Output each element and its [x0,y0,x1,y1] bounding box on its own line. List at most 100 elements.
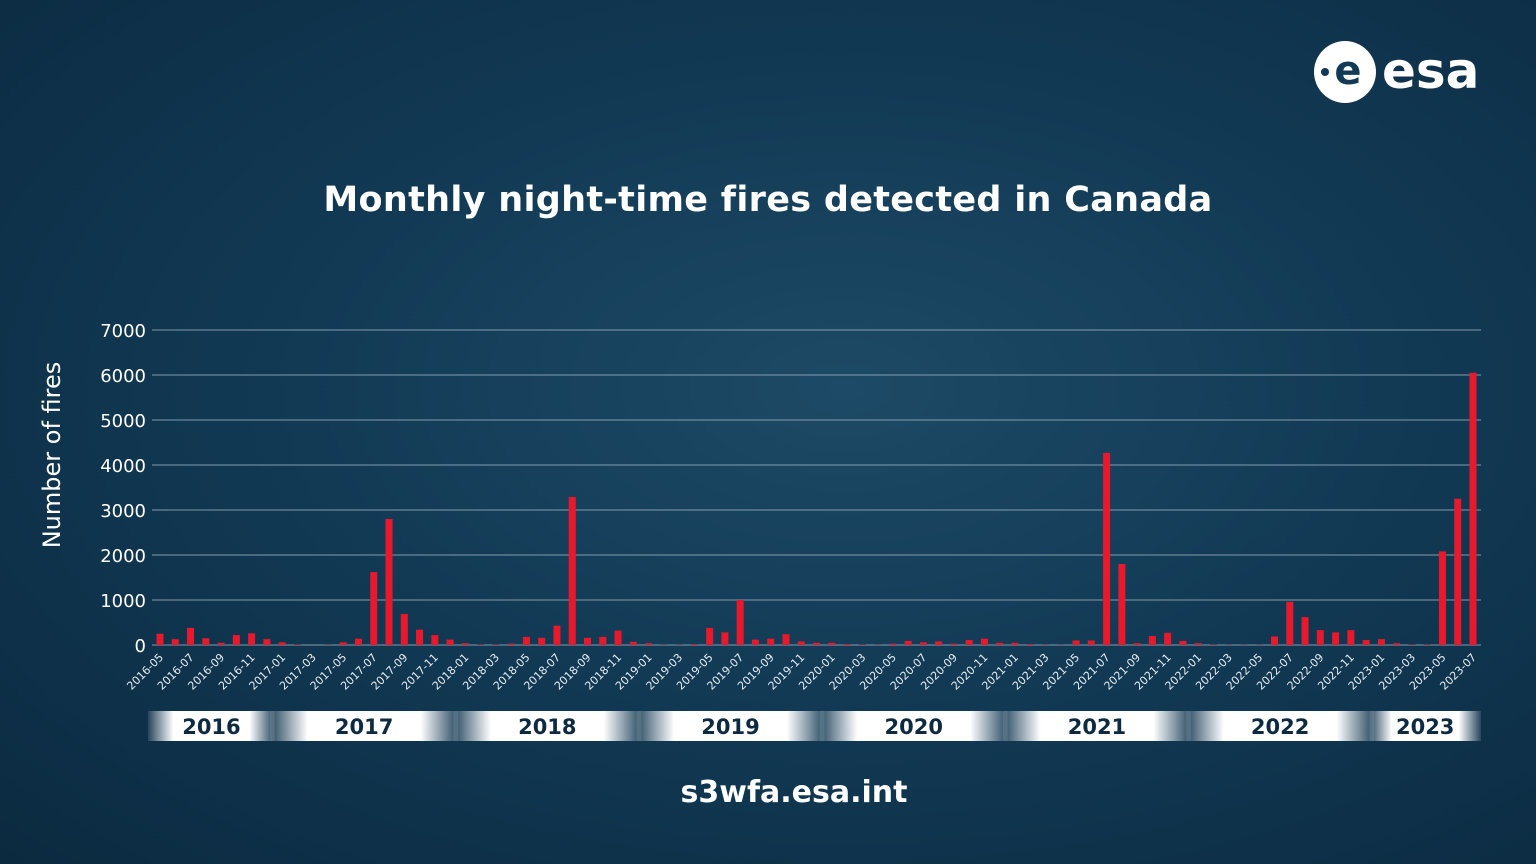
bar-2020-10 [965,640,973,645]
bar-2017-11 [431,635,439,645]
bar-2017-07 [370,572,378,645]
bar-2022-11 [1347,630,1355,645]
bar-2016-10 [232,635,240,645]
y-tick-label: 0 [135,636,146,657]
bar-2018-01 [461,643,469,645]
bar-2017-12 [446,639,454,645]
bar-2021-09 [1133,643,1141,645]
year-label: 2018 [518,715,576,739]
bar-2023-01 [1377,639,1385,645]
bar-2023-06 [1454,498,1462,645]
chart-title: Monthly night-time fires detected in Can… [323,180,1213,220]
bar-2016-11 [248,633,256,645]
year-band-2019 [636,711,825,741]
y-tick-label: 4000 [100,456,146,477]
bar-2022-01 [1194,643,1202,645]
bar-2016-09 [217,642,225,645]
bar-2018-10 [599,636,607,645]
bar-2022-07 [1286,601,1294,645]
year-label: 2022 [1251,715,1309,739]
bar-2016-12 [263,639,271,645]
y-tick-label: 3000 [100,501,146,522]
bar-2023-05 [1438,551,1446,645]
bar-2021-07 [1103,452,1111,645]
year-label: 2017 [335,715,393,739]
bar-2019-08 [751,639,759,645]
year-label: 2019 [701,715,759,739]
bar-2018-07 [553,625,561,645]
bar-2019-09 [767,638,775,645]
bar-2022-06 [1271,636,1279,645]
y-tick-label: 1000 [100,591,146,612]
bar-2019-06 [721,632,729,645]
bar-2020-07 [919,642,927,645]
bar-2021-06 [1087,640,1095,645]
bar-2019-10 [782,634,790,645]
bar-2017-08 [385,519,393,645]
bar-2020-01 [828,642,836,645]
bar-2018-04 [507,643,515,645]
bar-2018-11 [614,630,622,645]
bar-2016-08 [202,638,210,645]
website-url: s3wfa.esa.int [680,775,908,810]
year-label: 2023 [1396,715,1454,739]
bar-2022-10 [1332,632,1340,645]
esa-logo: e esa [1312,40,1492,110]
bar-2020-02 [843,644,851,645]
year-band-2018 [453,711,642,741]
bar-2022-12 [1362,640,1370,645]
bar-2016-06 [171,639,179,645]
bar-2021-11 [1164,632,1172,645]
bar-2016-05 [156,633,164,645]
bar-2019-07 [736,600,744,645]
bar-2021-05 [1072,640,1080,645]
bar-2019-12 [813,642,820,645]
y-tick-label: 5000 [100,411,146,432]
bar-2016-07 [187,627,195,645]
bar-2017-01 [278,642,286,645]
bar-2020-05 [889,643,897,645]
bar-2021-12 [1179,640,1187,645]
year-band-2020 [819,711,1008,741]
year-label: 2021 [1068,715,1126,739]
svg-text:esa: esa [1382,42,1479,100]
y-tick-label: 6000 [100,366,146,387]
bar-2022-09 [1316,630,1324,645]
bar-2021-10 [1148,636,1156,645]
y-tick-label: 2000 [100,546,146,567]
bar-2019-11 [797,641,805,645]
bar-2023-02 [1393,643,1401,645]
year-band-2017 [270,711,459,741]
bar-2018-12 [629,641,637,645]
bar-2017-06 [354,638,362,645]
bar-2021-08 [1118,564,1126,645]
bar-2018-06 [538,637,546,645]
bar-2018-09 [583,637,591,645]
bar-2020-06 [904,640,912,645]
bar-2022-08 [1301,617,1309,645]
year-label: 2016 [182,715,240,739]
year-band-2021 [1002,711,1191,741]
year-band-2023 [1369,711,1481,741]
bar-2019-04 [690,644,698,645]
bar-2020-11 [980,638,988,645]
bar-2023-07 [1469,372,1477,645]
year-band-2016 [148,711,275,741]
bar-2019-05 [706,627,714,645]
bar-2018-05 [522,636,530,645]
year-band-2022 [1186,711,1375,741]
bar-2020-08 [935,641,943,645]
bar-2021-02 [1026,644,1034,645]
bar-2017-10 [416,629,424,645]
svg-text:e: e [1334,48,1361,94]
bar-2017-05 [339,642,347,645]
y-tick-label: 7000 [100,321,146,342]
bar-2020-12 [996,642,1004,645]
year-label: 2020 [885,715,943,739]
bar-2021-01 [1011,642,1019,645]
bar-2018-08 [568,496,576,645]
bar-2017-09 [400,613,408,645]
bar-2020-09 [950,643,958,645]
bar-2019-01 [645,643,653,645]
